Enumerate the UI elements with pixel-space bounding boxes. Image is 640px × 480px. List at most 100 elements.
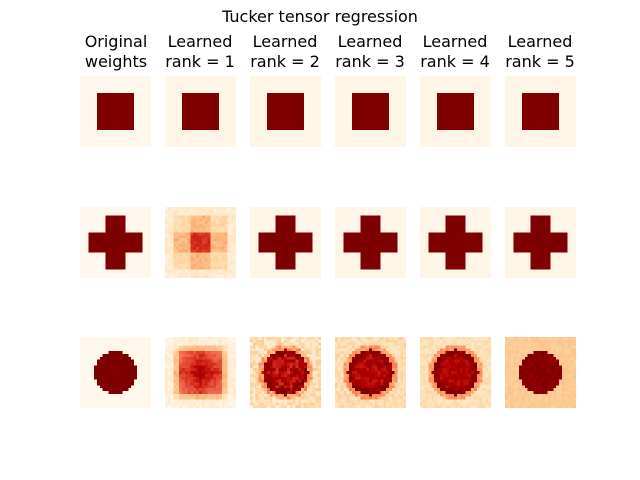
heatmap-cell — [105, 115, 109, 119]
heatmap-cell — [295, 112, 299, 116]
heatmap-cell — [476, 95, 480, 99]
heatmap-cell — [479, 138, 483, 142]
heatmap-cell — [136, 110, 140, 113]
heatmap-cell — [391, 115, 395, 119]
heatmap-cell — [533, 104, 537, 108]
heatmap-cell — [179, 207, 183, 210]
heatmap-cell — [431, 141, 435, 145]
heatmap-cell — [454, 90, 457, 94]
heatmap-cell — [420, 101, 423, 105]
heatmap-cell — [116, 258, 120, 262]
heatmap-cell — [278, 127, 282, 131]
heatmap-cell — [394, 135, 398, 139]
heatmap-cell — [99, 229, 103, 233]
heatmap-cell — [284, 98, 287, 102]
heatmap-cell — [179, 135, 183, 139]
heatmap-cell — [318, 93, 321, 96]
heatmap-cell — [128, 232, 132, 236]
heatmap-cell — [218, 272, 222, 276]
heatmap-cell — [516, 118, 520, 122]
heatmap-cell — [131, 124, 135, 128]
heatmap-cell — [105, 144, 109, 147]
heatmap-cell — [397, 118, 401, 122]
heatmap-cell — [360, 84, 364, 88]
heatmap-cell — [170, 76, 174, 79]
heatmap-cell — [544, 144, 548, 147]
heatmap-cell — [550, 101, 554, 105]
heatmap-cell — [465, 90, 469, 94]
heatmap-cell — [128, 78, 132, 82]
heatmap-cell — [301, 121, 305, 125]
heatmap-cell — [111, 76, 115, 79]
heatmap-cell — [544, 84, 548, 88]
heatmap-cell — [550, 138, 554, 142]
heatmap-cell — [131, 241, 135, 244]
heatmap-cell — [196, 269, 200, 273]
heatmap-cell — [116, 221, 120, 225]
heatmap-cell — [462, 81, 466, 85]
heatmap-cell — [298, 127, 302, 131]
heatmap-cell — [119, 112, 123, 116]
heatmap-cell — [224, 243, 228, 247]
heatmap-cell — [400, 144, 404, 147]
heatmap-cell — [108, 209, 112, 213]
heatmap-cell — [122, 141, 126, 145]
heatmap-cell — [131, 76, 135, 79]
heatmap-cell — [201, 132, 205, 136]
heatmap-cell — [97, 275, 100, 278]
heatmap-cell — [210, 260, 214, 264]
heatmap-cell — [116, 212, 120, 216]
heatmap-cell — [366, 110, 370, 113]
heatmap-cell — [201, 272, 205, 276]
heatmap-cell — [522, 95, 525, 99]
heatmap-cell — [221, 87, 225, 91]
heatmap-cell — [139, 132, 143, 136]
heatmap-cell — [97, 260, 100, 264]
heatmap-cell — [318, 90, 321, 94]
heatmap-cell — [371, 93, 375, 96]
heatmap-cell — [510, 112, 514, 116]
heatmap-cell — [224, 90, 228, 94]
heatmap-cell — [85, 144, 89, 147]
heatmap-cell — [510, 76, 514, 79]
heatmap-cell — [213, 218, 217, 222]
heatmap-cell — [352, 110, 355, 113]
heatmap-cell — [278, 118, 282, 122]
heatmap-cell — [133, 121, 137, 125]
heatmap-cell — [459, 112, 463, 116]
heatmap-cell — [354, 144, 358, 147]
heatmap-cell — [357, 138, 361, 142]
heatmap-cell — [388, 110, 392, 113]
heatmap-cell — [284, 76, 287, 79]
heatmap-cell — [473, 95, 477, 99]
heatmap-cell — [97, 81, 100, 85]
heatmap-cell — [533, 141, 537, 145]
heatmap-cell — [196, 107, 200, 111]
heatmap-cell — [349, 81, 353, 85]
heatmap-cell — [250, 101, 253, 105]
heatmap-cell — [312, 127, 316, 131]
heatmap-cell — [128, 212, 132, 216]
heatmap-cell — [233, 110, 236, 113]
heatmap-cell — [522, 138, 525, 142]
heatmap-cell — [131, 226, 135, 230]
heatmap-cell — [116, 207, 120, 210]
heatmap-cell — [170, 104, 174, 108]
heatmap-cell — [221, 104, 225, 108]
heatmap-cell — [403, 110, 406, 113]
heatmap-cell — [227, 90, 231, 94]
heatmap-cell — [289, 95, 293, 99]
heatmap-cell — [482, 110, 486, 113]
heatmap-cell — [182, 121, 185, 125]
heatmap-cell — [252, 95, 256, 99]
heatmap-cell — [269, 107, 273, 111]
heatmap-cell — [136, 226, 140, 230]
heatmap-cell — [369, 78, 372, 82]
heatmap-cell — [343, 95, 347, 99]
heatmap-cell — [544, 101, 548, 105]
heatmap-cell — [448, 144, 452, 147]
heatmap-cell — [422, 121, 426, 125]
heatmap-cell — [397, 110, 401, 113]
heatmap-cell — [403, 87, 406, 91]
heatmap-cell — [505, 141, 508, 145]
